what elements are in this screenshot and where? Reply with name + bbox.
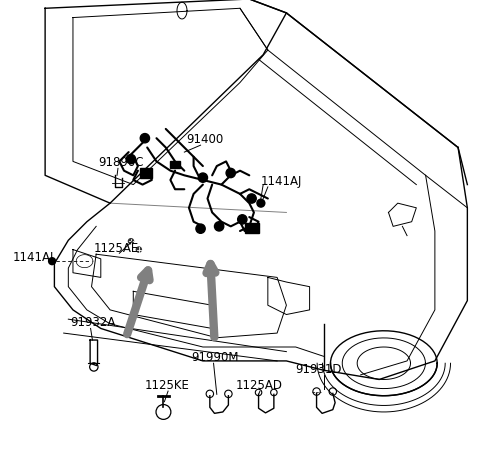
Text: 1125KE: 1125KE [145,378,190,391]
Circle shape [256,199,265,208]
Text: 1141AJ: 1141AJ [12,251,54,264]
Circle shape [48,257,56,266]
Bar [170,162,180,169]
Circle shape [136,247,142,253]
Circle shape [247,194,256,204]
Circle shape [215,222,224,232]
Circle shape [126,155,136,164]
Text: 91932A: 91932A [71,316,116,329]
Text: 1141AJ: 1141AJ [261,175,302,188]
Text: 91400: 91400 [187,133,224,146]
Text: 91990M: 91990M [192,350,239,363]
Circle shape [198,174,207,183]
Circle shape [226,169,235,178]
Text: 91931D: 91931D [296,362,342,375]
Circle shape [238,215,247,225]
Bar [245,224,259,234]
Circle shape [140,134,150,144]
Text: 1125AE: 1125AE [94,242,139,255]
Bar [140,169,152,178]
Text: 91890C: 91890C [98,156,144,169]
Circle shape [196,225,205,234]
Text: 1125AD: 1125AD [235,378,282,391]
Circle shape [128,238,134,245]
